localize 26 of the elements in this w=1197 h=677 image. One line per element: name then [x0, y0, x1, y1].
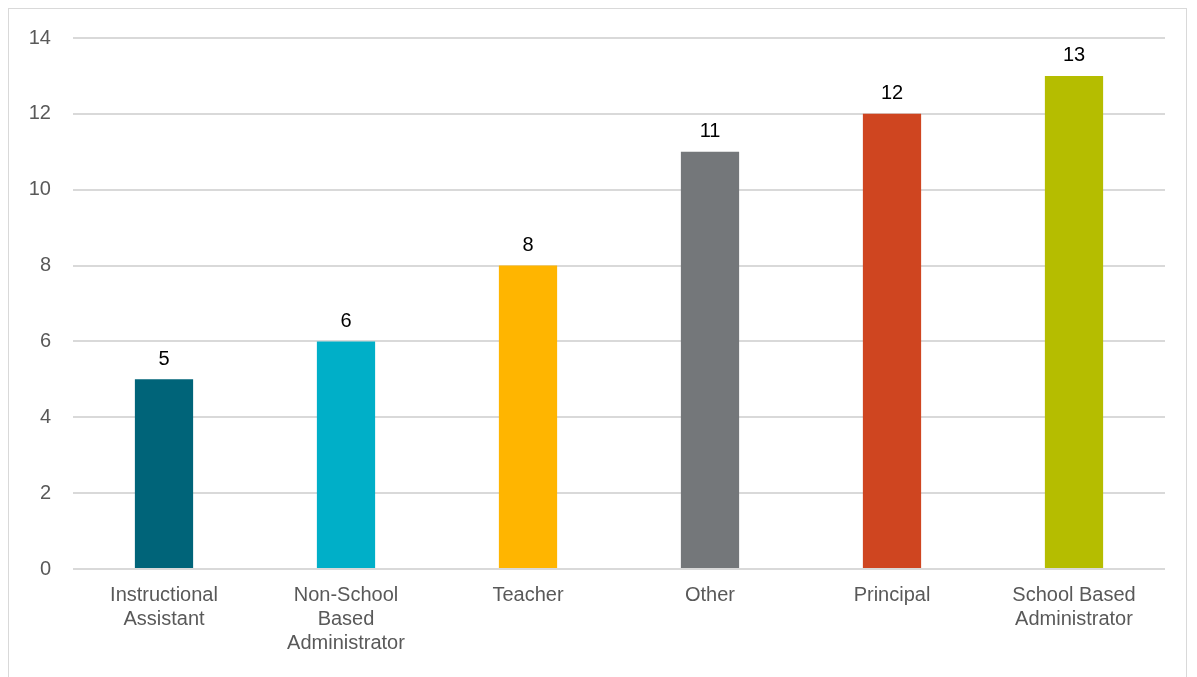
data-label: 13 — [1062, 43, 1086, 66]
x-tick-label: Non-School Based Administrator — [287, 582, 406, 653]
y-tick-label: 0 — [39, 556, 51, 579]
y-tick-label: 10 — [28, 177, 51, 200]
bar — [498, 265, 558, 568]
bar — [1044, 75, 1104, 568]
x-tick-label: Other — [684, 582, 736, 605]
x-tick-label: Instructional Assistant — [110, 582, 218, 629]
y-tick-label: 12 — [28, 101, 51, 124]
y-tick-label: 8 — [39, 253, 51, 276]
y-tick-label: 2 — [39, 480, 51, 503]
y-tick-label: 4 — [39, 404, 51, 427]
data-label: 5 — [158, 346, 170, 369]
bar — [862, 113, 922, 568]
bar — [134, 379, 194, 568]
data-label: 8 — [522, 233, 534, 256]
x-tick-label: School Based Administrator — [1012, 582, 1136, 629]
bar — [316, 341, 376, 568]
x-tick-label: Teacher — [492, 582, 564, 605]
data-label: 12 — [880, 81, 904, 104]
data-label: 11 — [699, 119, 721, 142]
y-tick-label: 14 — [28, 25, 51, 48]
x-tick-label: Principal — [853, 582, 931, 605]
y-tick-label: 6 — [39, 328, 51, 351]
data-label: 6 — [340, 308, 352, 331]
bar — [680, 151, 740, 568]
